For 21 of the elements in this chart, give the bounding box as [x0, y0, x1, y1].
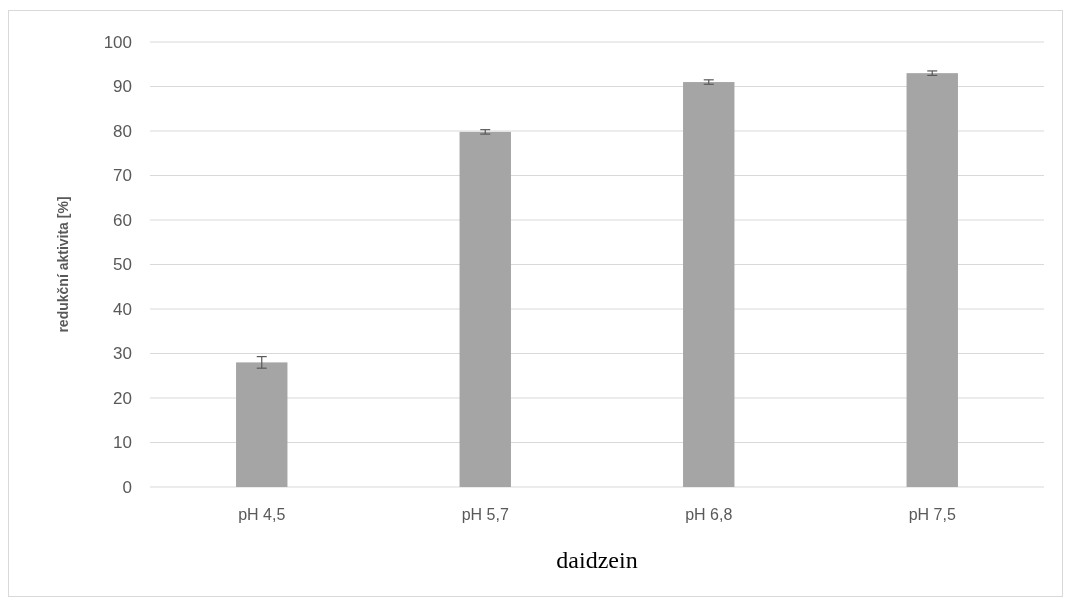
x-tick-label: pH 5,7 — [461, 506, 509, 523]
y-tick-label: 60 — [113, 210, 132, 230]
y-tick-label: 20 — [113, 388, 132, 408]
y-tick-label: 10 — [113, 433, 132, 453]
x-tick-label: pH 7,5 — [908, 506, 956, 523]
y-tick-label: 80 — [113, 121, 132, 141]
x-axis-title: daidzein — [556, 547, 638, 573]
y-tick-label: 30 — [113, 344, 132, 364]
y-tick-label: 40 — [113, 299, 132, 319]
y-tick-label: 0 — [122, 477, 132, 497]
bar — [906, 73, 958, 487]
y-axis-title: redukční aktivita [%] — [55, 196, 71, 333]
bar — [683, 82, 735, 487]
bar — [459, 131, 511, 487]
x-tick-label: pH 4,5 — [238, 506, 286, 523]
bar — [236, 362, 288, 487]
y-tick-label: 50 — [113, 255, 132, 275]
y-tick-label: 100 — [103, 32, 132, 52]
y-tick-label: 70 — [113, 166, 132, 186]
x-tick-label: pH 6,8 — [685, 506, 733, 523]
y-tick-label: 90 — [113, 77, 132, 97]
